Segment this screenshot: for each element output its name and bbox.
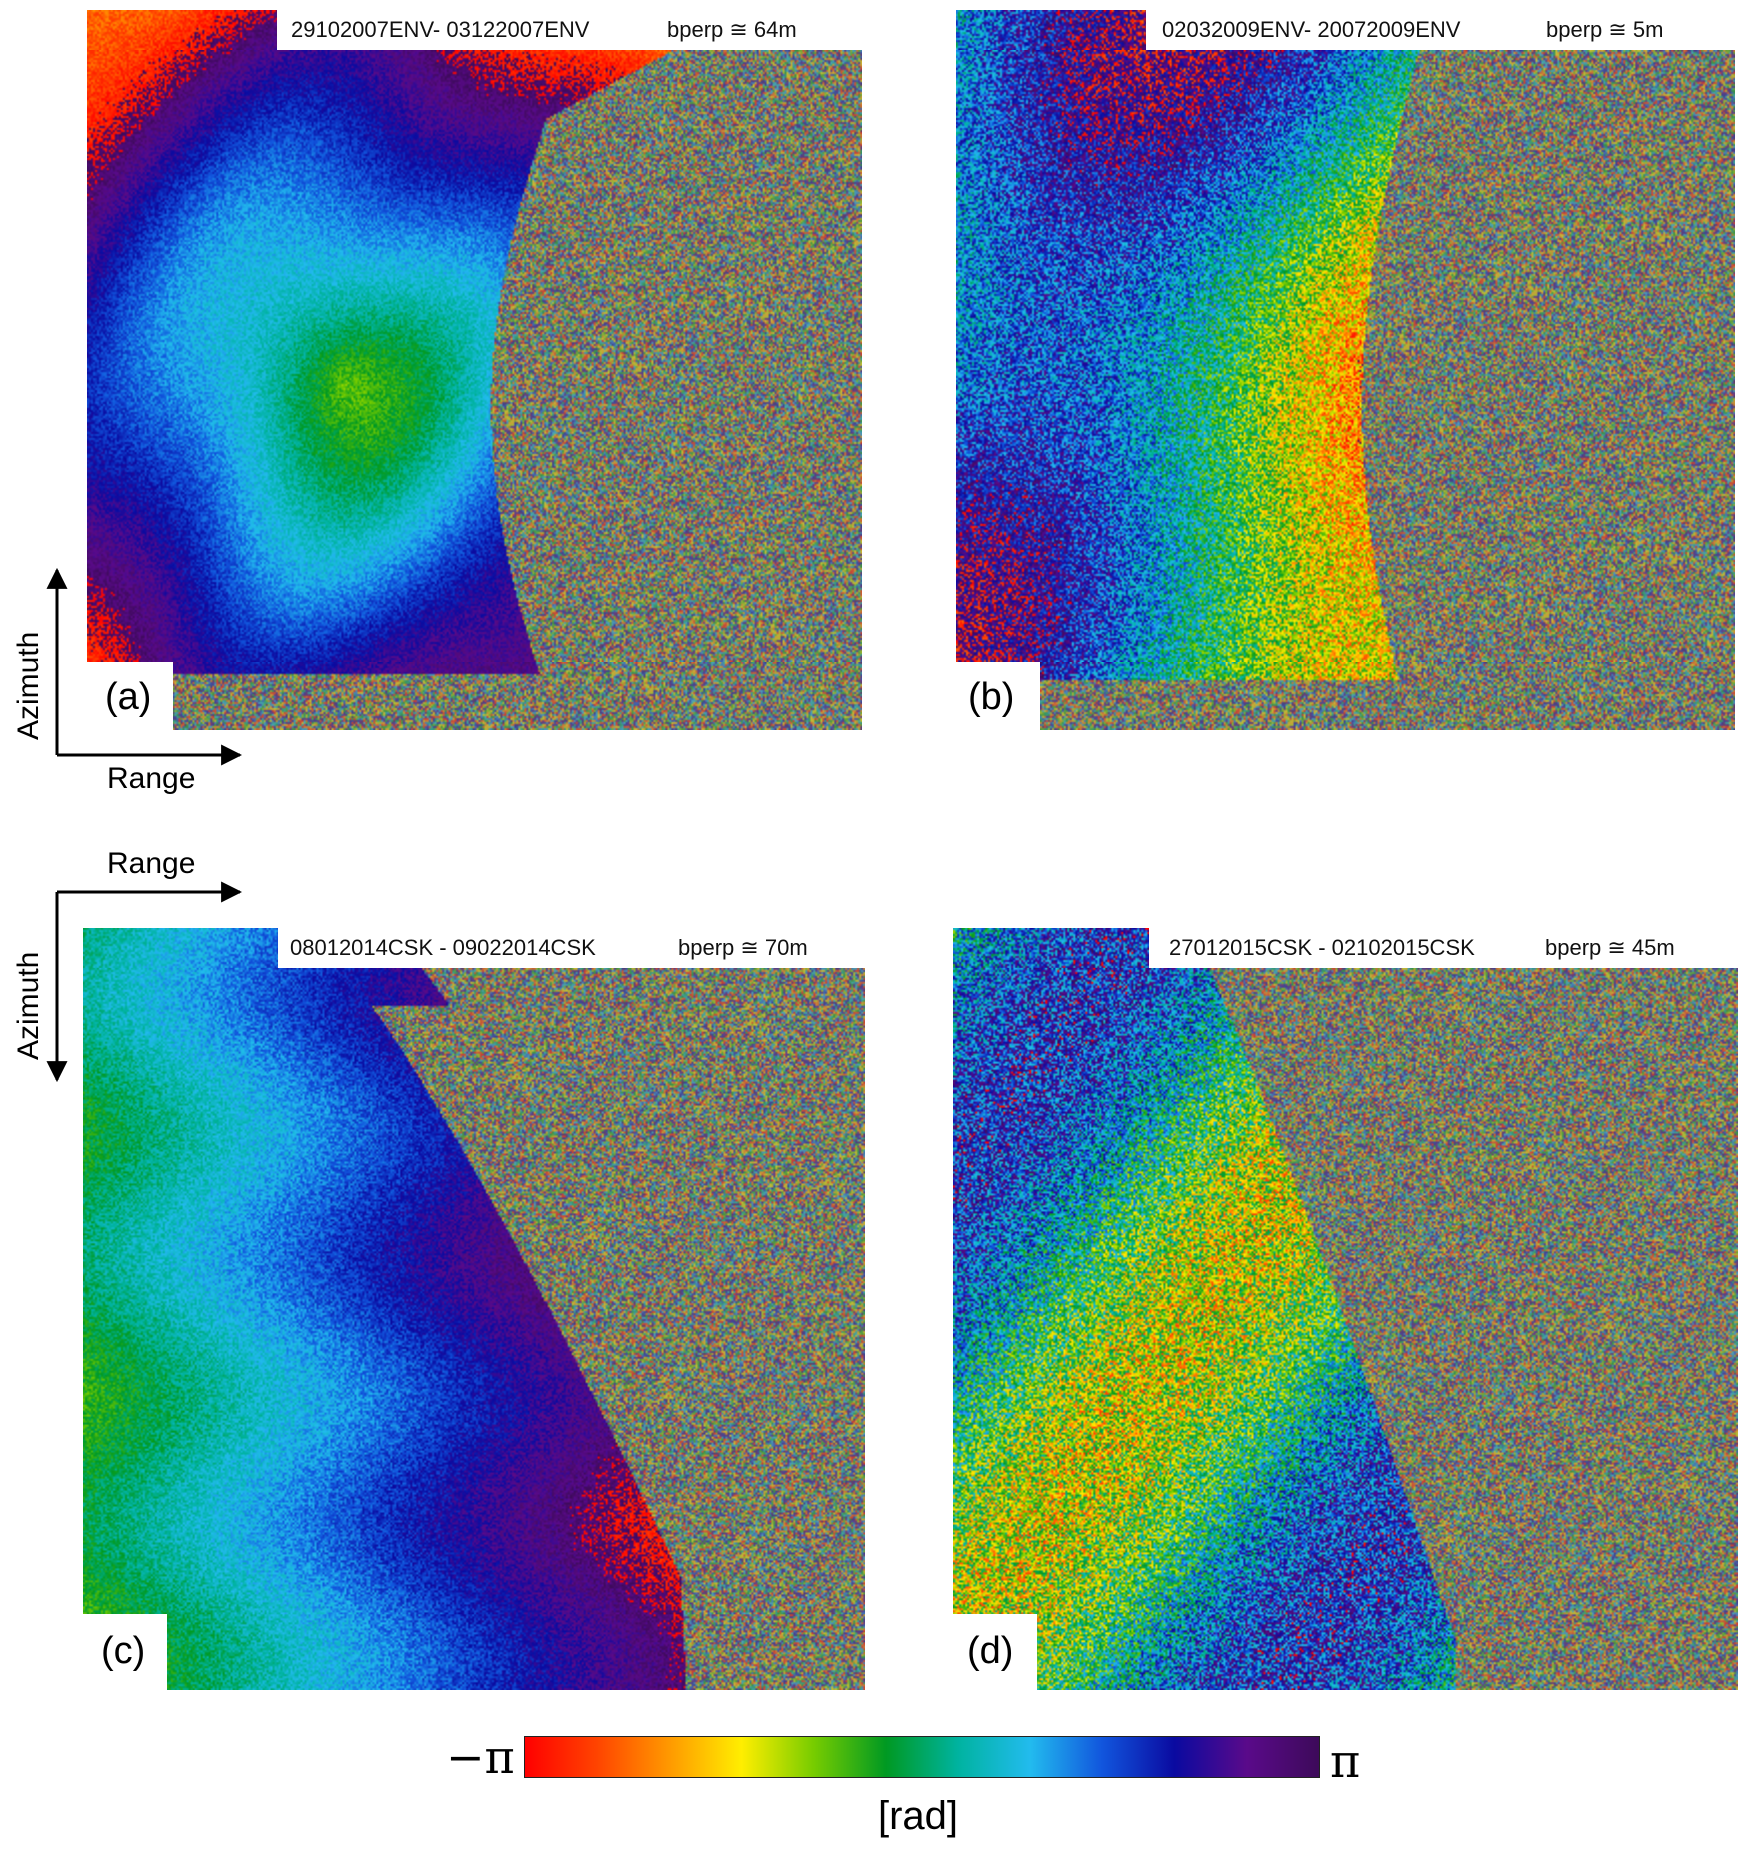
phase-image-b <box>956 10 1735 730</box>
panel-letter-d: (d) <box>967 1630 1014 1672</box>
letter-box-c: (c) <box>83 1614 167 1690</box>
panel-header-b: 02032009ENV- 20072009ENV bperp ≅ 5m <box>1146 10 1735 50</box>
colorbar-min-label: −π <box>446 1730 515 1784</box>
azimuth-label-top: Azimuth <box>12 631 45 740</box>
bperp-label-a: bperp ≅ 64m <box>667 17 797 42</box>
panel-letter-a: (a) <box>105 676 152 718</box>
colorbar-unit-label: [rad] <box>878 1794 959 1838</box>
phase-colorbar <box>524 1736 1320 1778</box>
colorbar-max-label: π <box>1330 1734 1361 1788</box>
letter-box-a: (a) <box>87 662 173 730</box>
panel-header-a: 29102007ENV- 03122007ENV bperp ≅ 64m <box>277 10 862 50</box>
pair-label-a: 29102007ENV- 03122007ENV <box>291 17 590 42</box>
top-axis-arrows <box>46 567 243 766</box>
bottom-axis-arrows <box>46 881 243 1083</box>
pair-label-d: 27012015CSK - 02102015CSK <box>1169 935 1475 960</box>
panel-letter-c: (c) <box>101 1630 146 1672</box>
panel-header-d: 27012015CSK - 02102015CSK bperp ≅ 45m <box>1149 928 1738 968</box>
interferogram-panel-a: 29102007ENV- 03122007ENV bperp ≅ 64m (a) <box>87 10 862 730</box>
pair-label-c: 08012014CSK - 09022014CSK <box>290 935 596 960</box>
phase-image-a <box>87 10 862 730</box>
letter-box-b: (b) <box>956 662 1040 730</box>
phase-image-d <box>953 928 1738 1690</box>
interferogram-panel-b: 02032009ENV- 20072009ENV bperp ≅ 5m (b) <box>956 10 1735 730</box>
pair-label-b: 02032009ENV- 20072009ENV <box>1162 17 1461 42</box>
interferogram-panel-c: 08012014CSK - 09022014CSK bperp ≅ 70m (c… <box>83 928 865 1690</box>
range-label-top: Range <box>107 762 196 795</box>
azimuth-label-bottom: Azimuth <box>12 951 45 1060</box>
letter-box-d: (d) <box>953 1614 1037 1690</box>
bperp-label-b: bperp ≅ 5m <box>1546 17 1664 42</box>
interferogram-panel-d: 27012015CSK - 02102015CSK bperp ≅ 45m (d… <box>953 928 1738 1690</box>
bperp-label-c: bperp ≅ 70m <box>678 935 808 960</box>
phase-image-c <box>83 928 865 1690</box>
range-label-bottom: Range <box>107 847 196 880</box>
panel-header-c: 08012014CSK - 09022014CSK bperp ≅ 70m <box>278 928 865 968</box>
panel-letter-b: (b) <box>968 676 1015 718</box>
bperp-label-d: bperp ≅ 45m <box>1545 935 1675 960</box>
